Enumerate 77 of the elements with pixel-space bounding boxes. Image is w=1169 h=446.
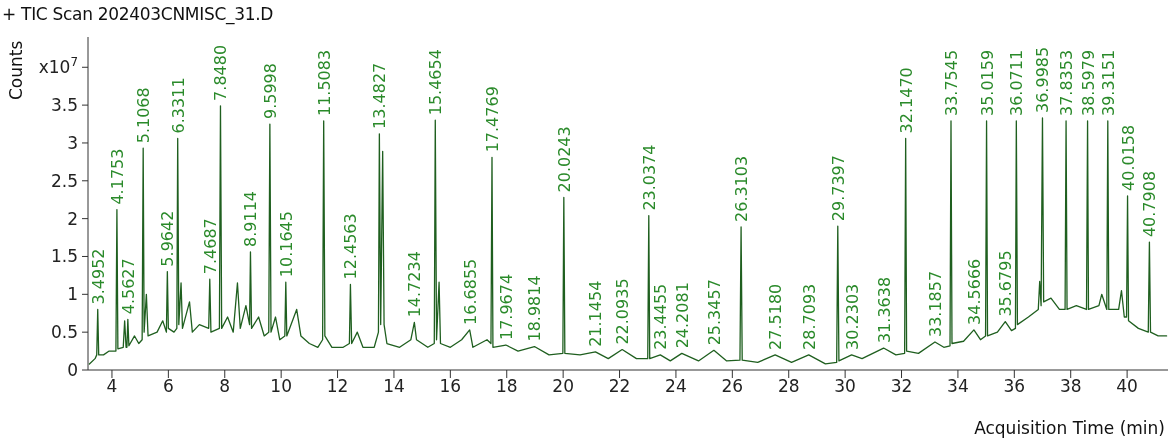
annotation: 4.1753 (107, 148, 127, 205)
y-tick-label: x10$^{7}$ (38, 55, 78, 78)
x-tick-label: 26 (721, 376, 744, 397)
annotation: 15.4654 (426, 49, 446, 116)
y-tick-label: 2.5 (50, 170, 78, 191)
x-tick-label: 22 (608, 376, 631, 397)
annotation: 11.5083 (314, 49, 334, 117)
x-tick-label: 36 (1003, 376, 1026, 397)
annotation: 39.3151 (1098, 49, 1118, 117)
annotation: 33.1857 (925, 270, 945, 337)
y-tick-label: 2 (67, 208, 78, 229)
y-tick-label: 3.5 (50, 95, 78, 116)
annotation: 36.9985 (1033, 46, 1053, 113)
annotation: 17.4769 (483, 86, 502, 153)
annotation: 23.4455 (651, 283, 671, 350)
annotation: 38.5979 (1078, 49, 1098, 117)
x-tick-label: 40 (1116, 376, 1138, 397)
annotation: 30.2303 (842, 283, 862, 350)
x-tick-label: 6 (162, 376, 174, 397)
annotation: 24.2081 (672, 282, 692, 349)
annotation: 18.9814 (525, 275, 545, 342)
annotation: 13.4827 (370, 62, 390, 129)
annotation: 10.1645 (276, 211, 296, 278)
x-tick-label: 30 (834, 376, 856, 397)
x-tick-label: 8 (219, 376, 231, 397)
annotation: 14.7234 (405, 251, 425, 318)
annotation: 3.4952 (88, 248, 108, 305)
annotation: 7.4687 (200, 218, 220, 275)
annotation: 9.5998 (260, 63, 280, 120)
annotation: 27.5180 (766, 283, 786, 350)
annotation: 20.0243 (554, 126, 574, 193)
annotation: 21.1454 (586, 280, 606, 347)
chart-title: + TIC Scan 202403CNMISC_31.D (2, 4, 274, 24)
annotation: 23.0374 (639, 144, 659, 211)
x-axis-title: Acquisition Time (min) (974, 418, 1165, 438)
x-tick-label: 14 (383, 376, 405, 397)
y-tick-label: 1 (67, 284, 78, 305)
annotation: 22.0935 (613, 278, 633, 345)
annotation: 28.7093 (799, 283, 819, 350)
annotation: 8.9114 (241, 190, 261, 247)
y-tick-label: 0 (67, 360, 78, 380)
annotation: 40.0158 (1118, 124, 1138, 191)
x-tick-label: 4 (106, 376, 118, 397)
x-tick-label: 34 (947, 376, 969, 397)
y-axis-title: Counts (6, 40, 26, 100)
annotation: 4.5627 (118, 258, 138, 315)
annotation: 5.9642 (158, 210, 178, 267)
annotation: 25.3457 (704, 279, 724, 346)
x-tick-label: 18 (495, 376, 518, 397)
annotation: 33.7545 (942, 49, 961, 117)
y-tick-label: 3 (67, 132, 78, 153)
annotation: 40.7908 (1140, 170, 1160, 238)
annotation: 37.8353 (1057, 49, 1077, 117)
y-tick-label: 0.5 (50, 322, 78, 343)
annotation: 16.6855 (460, 258, 480, 325)
annotation: 34.5666 (964, 258, 984, 325)
annotation: 12.4563 (341, 213, 361, 280)
annotation: 32.1470 (896, 67, 916, 134)
x-tick-label: 20 (552, 376, 574, 397)
y-tick-label: 1.5 (50, 246, 78, 267)
annotation: 5.1068 (134, 87, 154, 144)
annotation: 26.3103 (732, 155, 752, 222)
x-tick-label: 38 (1059, 376, 1082, 397)
x-tick-label: 16 (439, 376, 462, 397)
x-tick-label: 24 (665, 376, 687, 397)
annotation: 36.0711 (1007, 49, 1027, 117)
annotation: 7.8480 (211, 44, 231, 101)
x-tick-label: 32 (890, 376, 913, 397)
annotation: 35.6795 (996, 250, 1016, 317)
annotation: 29.7397 (828, 155, 848, 222)
annotation: 17.9674 (496, 273, 516, 341)
annotation: 35.0159 (977, 49, 997, 117)
x-tick-label: 28 (777, 376, 800, 397)
annotation: 6.3311 (168, 77, 188, 134)
x-tick-label: 10 (270, 376, 292, 397)
x-tick-label: 12 (326, 376, 349, 397)
annotation: 31.3638 (874, 276, 894, 344)
